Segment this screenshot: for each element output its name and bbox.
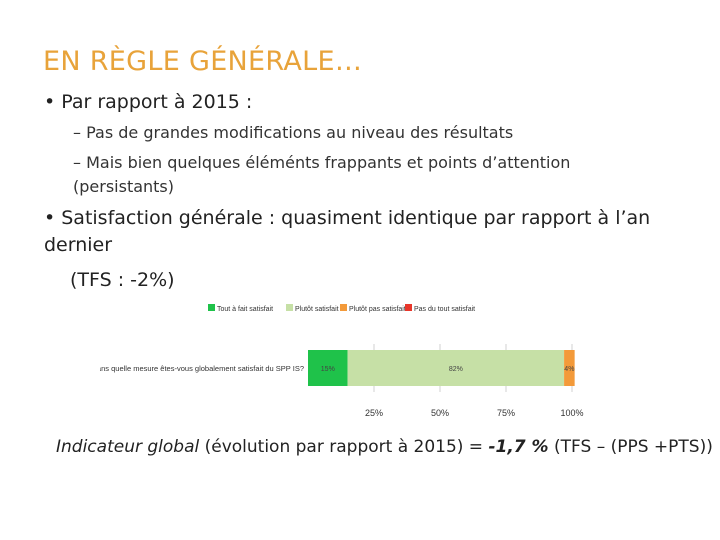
bullet-tfs-delta: (TFS : -2%): [70, 269, 175, 291]
satisfaction-chart: Tout à fait satisfait Plutôt satisfait Plu…: [100, 304, 584, 418]
global-indicator-footer: Indicateur global (évolution par rapport…: [56, 437, 713, 457]
slide-title: EN RÈGLE GÉNÉRALE…: [43, 46, 363, 77]
footer-mid: (évolution par rapport à 2015) =: [199, 437, 489, 457]
x-tick-label: 100%: [560, 408, 583, 418]
footer-value: -1,7 %: [488, 437, 549, 457]
data-label: 15%: [321, 366, 335, 373]
data-label: 82%: [449, 366, 463, 373]
footer-tail: (TFS – (PPS +PTS)): [548, 437, 713, 457]
legend-label: Pas du tout satisfait: [414, 306, 475, 313]
footer-label: Indicateur global: [56, 437, 200, 457]
sub-bullet-striking-points: – Mais bien quelques éléménts frappants …: [73, 153, 571, 196]
legend-swatch: [208, 304, 215, 311]
x-tick-label: 25%: [365, 408, 383, 418]
legend-label: Tout à fait satisfait: [217, 306, 273, 313]
x-tick-label: 50%: [431, 408, 449, 418]
sub-bullet-no-major-changes: – Pas de grandes modifications au niveau…: [73, 123, 514, 142]
bar-segment: [308, 350, 348, 386]
legend-swatch: [340, 304, 347, 311]
bar-segment: [564, 350, 575, 386]
legend-swatch: [405, 304, 412, 311]
data-label: 4%: [564, 366, 574, 373]
x-tick-label: 75%: [497, 408, 515, 418]
bullet-compare-2015: • Par rapport à 2015 :: [44, 91, 253, 113]
bullet-general-satisfaction: • Satisfaction générale : quasiment iden…: [44, 207, 651, 256]
category-label: Dans quelle mesure êtes-vous globalement…: [100, 364, 304, 373]
bar-segment: [347, 350, 565, 386]
legend-label: Plutôt pas satisfait: [349, 306, 406, 313]
legend-swatch: [286, 304, 293, 311]
legend-label: Plutôt satisfait: [295, 306, 339, 313]
